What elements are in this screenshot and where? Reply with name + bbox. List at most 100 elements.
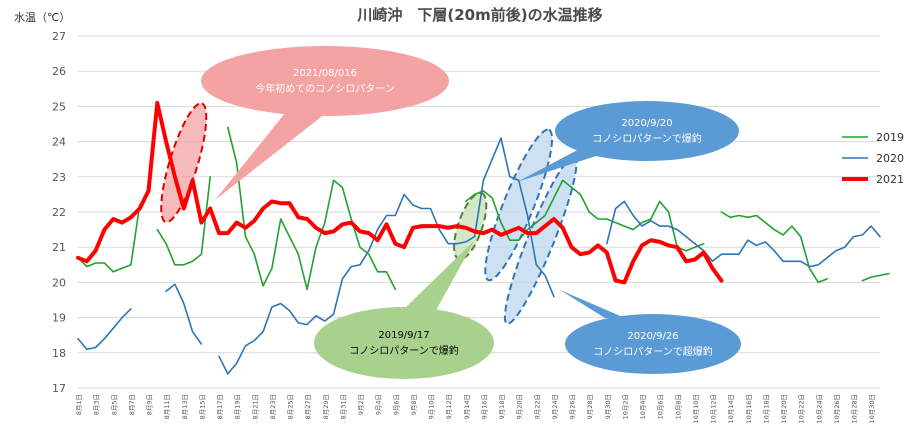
y-tick-label: 26 <box>52 65 66 78</box>
callout-date: 2020/9/20 <box>621 118 672 129</box>
x-tick-label: 9月18日 <box>498 394 506 419</box>
highlight-ellipse <box>160 102 208 224</box>
x-tick-label: 9月30日 <box>604 394 612 419</box>
series-line-segment <box>77 307 132 351</box>
y-tick-label: 19 <box>52 312 66 325</box>
x-tick-label: 8月13日 <box>181 394 189 419</box>
x-tick-label: 8月21日 <box>251 394 259 419</box>
callout-pointer <box>215 107 330 200</box>
x-tick-label: 8月11日 <box>163 394 171 419</box>
series-line-segment <box>77 204 141 273</box>
x-tick-label: 8月9日 <box>146 394 154 415</box>
x-tick-label: 9月2日 <box>357 394 365 415</box>
x-tick-label: 10月16日 <box>745 394 753 424</box>
callout-text: 今年初めてのコノシロパターン <box>255 82 395 95</box>
x-tick-label: 10月22日 <box>798 394 806 424</box>
x-tick-label: 8月1日 <box>75 394 83 415</box>
x-tick-label: 10月30日 <box>868 394 876 424</box>
x-tick-label: 9月24日 <box>551 394 559 419</box>
callout-text: コノシロパターンで爆釣 <box>349 344 459 357</box>
y-tick-label: 23 <box>52 171 66 184</box>
x-tick-label: 9月4日 <box>375 394 383 415</box>
callout-pointer <box>405 240 475 312</box>
x-tick-label: 9月14日 <box>463 394 471 419</box>
series-line-segment <box>227 126 397 291</box>
x-tick-label: 9月20日 <box>516 394 524 419</box>
legend-label-2021: 2021 <box>876 173 904 186</box>
x-tick-label: 9月26日 <box>569 394 577 419</box>
y-axis-label: 水温（℃） <box>14 11 70 24</box>
x-tick-label: 10月4日 <box>639 394 647 419</box>
callout-date: 2019/9/17 <box>378 330 429 341</box>
series-line-segment <box>218 137 555 375</box>
x-tick-label: 8月7日 <box>128 394 136 415</box>
x-tick-label: 9月12日 <box>445 394 453 419</box>
legend: 2019 2020 2021 <box>842 131 904 186</box>
x-tick-label: 8月27日 <box>304 394 312 419</box>
y-tick-label: 27 <box>52 30 66 43</box>
legend-label-2020: 2020 <box>876 152 904 165</box>
annotation-callouts: 2021/08/016 今年初めてのコノシロパターン 2020/9/20 コノシロパタ… <box>201 46 741 379</box>
series-line-segment <box>720 211 828 284</box>
series-line-segment <box>76 100 724 285</box>
x-tick-label: 10月10日 <box>692 394 700 424</box>
series-line-segment <box>165 283 203 345</box>
callout-pointer <box>517 146 602 182</box>
callout-balloon: 2020/9/26 コノシロパターンで超爆釣 <box>560 290 741 374</box>
x-tick-label: 9月28日 <box>586 394 594 419</box>
x-tick-label: 10月6日 <box>657 394 665 419</box>
series-line-segment <box>605 200 881 268</box>
callout-balloon: 2021/08/016 今年初めてのコノシロパターン <box>201 46 449 200</box>
x-tick-label: 9月8日 <box>410 394 418 415</box>
callout-text: コノシロパターンで超爆釣 <box>593 345 713 358</box>
y-tick-label: 22 <box>52 206 66 219</box>
y-tick-labels: 17 18 19 20 21 22 23 24 25 26 27 <box>52 30 66 395</box>
x-tick-label: 8月29日 <box>322 394 330 419</box>
callout-body <box>314 307 494 379</box>
x-tick-label: 8月23日 <box>269 394 277 419</box>
series-2020 <box>77 137 881 375</box>
callout-date: 2021/08/016 <box>293 68 357 79</box>
x-tick-label: 10月28日 <box>851 394 859 424</box>
x-tick-label: 8月3日 <box>93 394 101 415</box>
x-tick-label: 10月20日 <box>780 394 788 424</box>
callout-body <box>201 46 449 116</box>
x-tick-label: 10月26日 <box>833 394 841 424</box>
callout-text: コノシロパターンで爆釣 <box>592 132 702 145</box>
x-tick-label: 8月31日 <box>339 394 347 419</box>
callout-body <box>565 314 741 374</box>
x-tick-label: 8月17日 <box>216 394 224 419</box>
x-tick-label: 10月18日 <box>762 394 770 424</box>
y-tick-label: 21 <box>52 241 66 254</box>
legend-label-2019: 2019 <box>876 131 904 144</box>
y-tick-label: 18 <box>52 347 66 360</box>
series-line-segment <box>156 176 211 266</box>
x-tick-label: 9月16日 <box>480 394 488 419</box>
callout-pointer <box>560 290 625 318</box>
y-tick-label: 25 <box>52 100 66 113</box>
y-tick-label: 20 <box>52 276 66 289</box>
series-lines <box>76 100 890 375</box>
x-tick-label: 10月8日 <box>674 394 682 419</box>
x-tick-label: 8月5日 <box>110 394 118 415</box>
chart-title: 川崎沖 下層(20m前後)の水温推移 <box>356 6 602 24</box>
callout-body <box>555 101 739 161</box>
x-tick-label: 10月2日 <box>621 394 629 419</box>
callout-balloon: 2019/9/17 コノシロパターンで爆釣 <box>314 240 494 379</box>
series-line-segment <box>861 272 890 282</box>
x-tick-label: 8月15日 <box>198 394 206 419</box>
x-tick-labels: 8月1日 8月3日 8月5日 8月7日 8月9日 8月11日 8月13日 8月15日 8月17日… <box>75 394 876 424</box>
x-tick-label: 9月22日 <box>533 394 541 419</box>
x-tick-label: 10月12日 <box>710 394 718 424</box>
x-tick-label: 8月19日 <box>234 394 242 419</box>
highlight-ellipse <box>484 128 554 282</box>
x-tick-label: 9月6日 <box>392 394 400 415</box>
x-tick-label: 10月24日 <box>815 394 823 424</box>
callout-balloon: 2020/9/20 コノシロパターンで爆釣 <box>517 101 739 182</box>
y-tick-label: 17 <box>52 382 66 395</box>
y-tick-label: 24 <box>52 136 66 149</box>
x-tick-label: 10月14日 <box>727 394 735 424</box>
x-tick-label: 9月10日 <box>428 394 436 419</box>
callout-date: 2020/9/26 <box>627 331 678 342</box>
